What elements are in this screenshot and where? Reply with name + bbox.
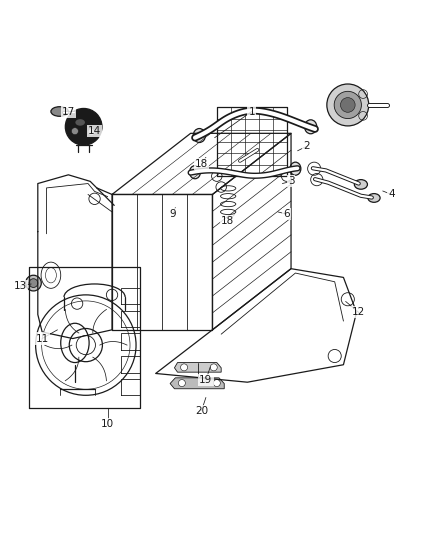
Text: 17: 17 xyxy=(62,107,75,117)
Text: 12: 12 xyxy=(352,308,365,317)
Circle shape xyxy=(334,91,361,118)
Text: 20: 20 xyxy=(195,406,208,416)
Circle shape xyxy=(282,171,292,181)
Circle shape xyxy=(25,275,41,291)
Circle shape xyxy=(180,364,187,371)
Ellipse shape xyxy=(354,180,367,189)
Text: 9: 9 xyxy=(170,209,177,219)
Circle shape xyxy=(340,98,355,112)
Circle shape xyxy=(29,279,38,287)
Text: 14: 14 xyxy=(88,126,101,136)
Text: 6: 6 xyxy=(283,209,290,219)
Circle shape xyxy=(327,84,369,126)
Ellipse shape xyxy=(304,120,317,134)
Ellipse shape xyxy=(368,193,380,203)
Polygon shape xyxy=(174,362,221,372)
Text: 18: 18 xyxy=(195,159,208,169)
Ellipse shape xyxy=(75,119,85,126)
Circle shape xyxy=(210,364,217,371)
Text: 4: 4 xyxy=(388,189,395,199)
Text: 2: 2 xyxy=(303,141,310,151)
Ellipse shape xyxy=(190,166,201,179)
Circle shape xyxy=(88,128,95,135)
Circle shape xyxy=(71,128,78,135)
Text: 18: 18 xyxy=(221,216,234,225)
Circle shape xyxy=(178,379,185,386)
Text: 11: 11 xyxy=(35,334,49,344)
Circle shape xyxy=(216,182,226,192)
Polygon shape xyxy=(170,378,224,389)
Text: 19: 19 xyxy=(199,375,212,385)
Text: 3: 3 xyxy=(288,176,294,187)
Circle shape xyxy=(212,171,222,181)
Circle shape xyxy=(213,379,220,386)
Circle shape xyxy=(89,193,100,205)
Ellipse shape xyxy=(51,107,68,116)
Text: 10: 10 xyxy=(101,419,114,429)
Ellipse shape xyxy=(193,128,205,142)
Circle shape xyxy=(106,289,118,301)
Text: 13: 13 xyxy=(14,281,27,291)
Circle shape xyxy=(71,298,83,309)
Text: 1: 1 xyxy=(248,107,255,117)
Ellipse shape xyxy=(290,162,301,175)
Circle shape xyxy=(65,108,102,145)
